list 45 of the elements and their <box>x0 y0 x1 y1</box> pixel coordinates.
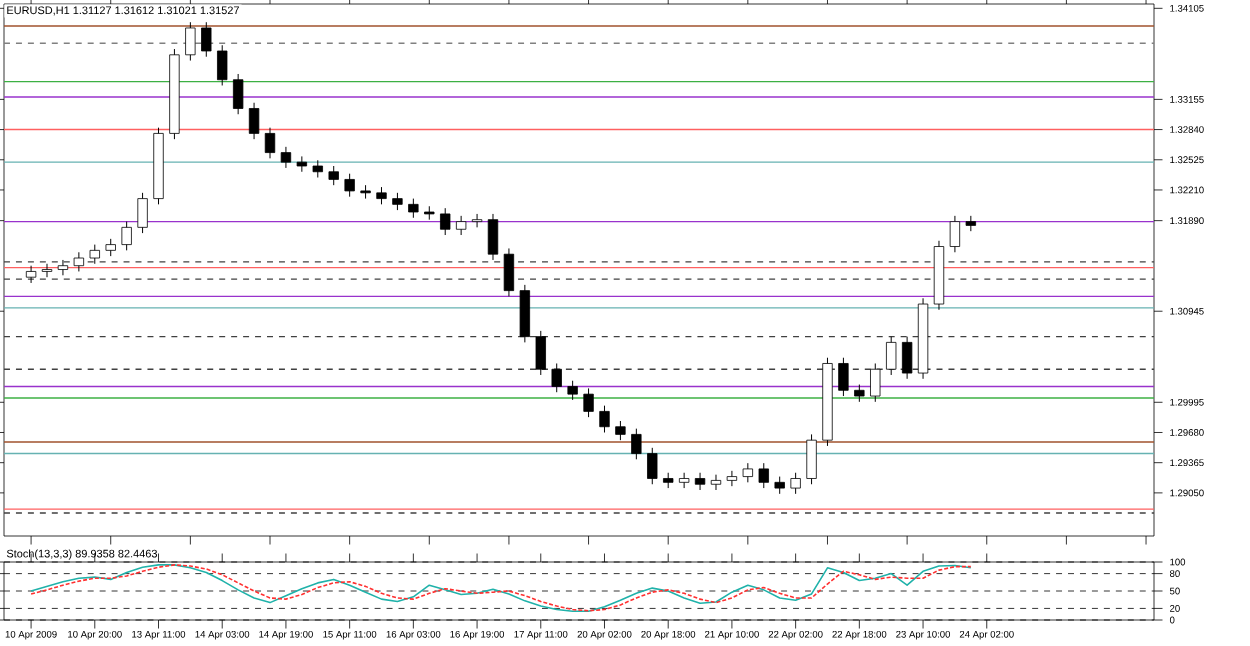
candlestick <box>838 357 849 397</box>
candlestick <box>647 447 658 485</box>
candlestick <box>57 259 69 276</box>
candlestick <box>264 127 276 159</box>
candlestick <box>758 462 769 489</box>
candlestick <box>742 462 754 483</box>
candlestick <box>519 284 531 343</box>
candlestick <box>201 21 212 58</box>
candlestick <box>615 420 626 441</box>
candlestick <box>949 215 961 253</box>
candlestick <box>678 472 690 489</box>
candlestick <box>217 44 228 86</box>
candlestick <box>408 198 419 219</box>
candlestick <box>471 213 483 228</box>
candlestick <box>25 265 37 284</box>
candlestick <box>870 362 881 403</box>
candlestick <box>551 362 562 393</box>
candlestick <box>73 251 85 272</box>
candlestick <box>790 472 801 495</box>
candlestick <box>710 474 722 491</box>
candlestick <box>41 263 53 278</box>
candlestick <box>121 221 132 251</box>
candlestick <box>89 244 100 265</box>
candlestick <box>901 336 913 380</box>
candlestick <box>248 102 260 140</box>
candlestick <box>631 428 642 460</box>
candlestick <box>296 155 308 173</box>
candlestick <box>567 380 578 401</box>
candlestick <box>455 215 467 236</box>
candlestick <box>232 73 244 115</box>
candlestick <box>535 330 546 376</box>
candlestick <box>583 387 594 418</box>
candlestick <box>280 146 292 169</box>
candlestick <box>806 433 817 485</box>
candlestick <box>137 192 148 234</box>
candlestick <box>487 213 499 261</box>
candlestick <box>886 336 897 376</box>
candlestick <box>503 247 515 297</box>
candlestick <box>440 207 451 236</box>
candlestick <box>344 173 355 198</box>
candlestick <box>185 21 196 62</box>
candlestick <box>599 405 610 433</box>
candlestick <box>328 165 339 186</box>
candlestick <box>694 472 706 491</box>
candlestick <box>726 470 738 487</box>
